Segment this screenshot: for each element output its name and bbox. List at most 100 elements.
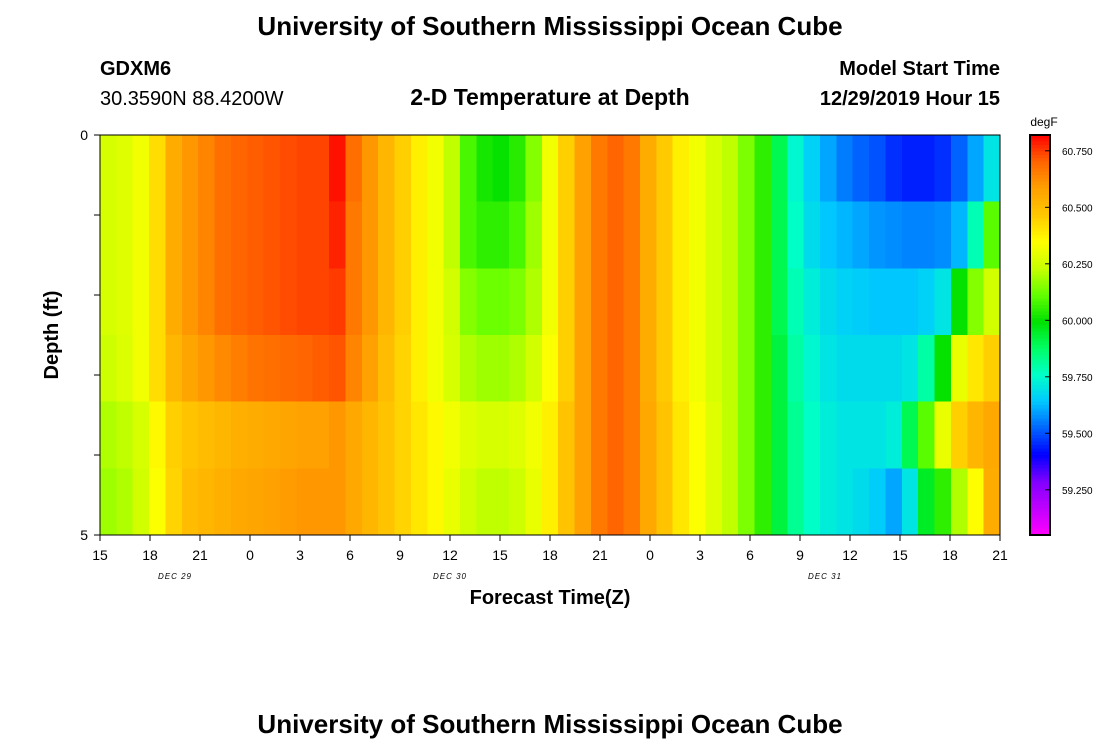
heat-cell [672,268,690,336]
heat-cell [640,135,657,203]
heat-cell [754,135,772,203]
heat-cell [689,135,707,203]
heat-cell [590,468,608,536]
heat-cell [607,335,625,403]
heat-cell [329,135,347,203]
colorbar-swatch [1030,528,1050,533]
x-tick-label: 12 [442,547,458,563]
heat-cell [885,268,903,336]
heat-cell [574,135,592,203]
heat-cell [329,468,347,536]
colorbar-swatch [1030,478,1050,483]
heat-cell [607,201,625,269]
heat-cell [116,335,134,403]
colorbar-swatch [1030,398,1050,403]
colorbar-swatch [1030,308,1050,313]
colorbar-swatch [1030,508,1050,513]
heat-cell [181,401,199,469]
heat-cell [672,201,690,269]
heat-cell [787,468,805,536]
heat-cell [656,335,674,403]
heat-cell [852,335,870,403]
colorbar-swatch [1030,265,1050,269]
heat-cell [132,135,150,203]
colorbar-swatch [1030,305,1050,309]
colorbar-unit: degF [1030,115,1057,129]
colorbar-swatch [1030,391,1050,396]
x-tick-label: 18 [542,547,558,563]
colorbar-swatch [1030,188,1050,193]
heat-cell [492,268,510,336]
heat-cell [230,401,248,469]
colorbar-swatch [1030,455,1050,459]
heat-cell [689,268,707,336]
colorbar-swatch [1030,468,1050,473]
heat-cell [443,468,461,536]
colorbar-swatch [1030,511,1050,516]
x-tick-label: 21 [592,547,608,563]
colorbar-swatch [1030,271,1050,276]
x-tick-label: 0 [646,547,654,563]
heat-cell [296,401,314,469]
colorbar-swatch [1030,318,1050,323]
colorbar-tick-label: 59.500 [1062,429,1093,440]
heat-cell [558,135,576,203]
heat-cell [820,268,837,336]
heat-cell [329,268,347,336]
heat-cell [983,401,1001,469]
heat-cell [263,401,281,469]
heat-cell [443,201,461,269]
heat-cell [280,135,297,203]
heat-cell [460,201,477,269]
heat-cell [132,268,150,336]
heat-cell [100,135,117,203]
colorbar-swatch [1030,438,1050,443]
heat-cell [656,468,674,536]
heat-cell [950,401,968,469]
heat-cell [198,268,216,336]
heat-cell [787,401,805,469]
colorbar-swatch [1030,481,1050,486]
heat-cell [149,468,167,536]
heat-cell [312,201,330,269]
heat-cell [950,468,968,536]
heat-cell [312,468,330,536]
colorbar-swatch [1030,281,1050,286]
colorbar-swatch [1030,165,1050,169]
colorbar-swatch [1030,411,1050,416]
heat-cell [525,401,543,469]
heat-cell [803,335,821,403]
heat-cell [541,468,559,536]
heat-cell [770,335,788,403]
heat-cell [721,268,739,336]
heat-cell [607,401,625,469]
heat-cell [770,201,788,269]
heat-cell [754,268,772,336]
heat-cell [770,468,788,536]
heat-cell [214,335,232,403]
heat-cell [247,135,265,203]
heat-cell [509,201,527,269]
heat-cell [770,268,788,336]
colorbar-swatch [1030,381,1050,386]
heat-cell [983,201,1001,269]
heat-cell [836,201,854,269]
colorbar-swatch [1030,361,1050,366]
heat-cell [541,135,559,203]
colorbar-tick-label: 60.750 [1062,147,1093,158]
heat-cell [361,201,379,269]
colorbar-swatch [1030,301,1050,306]
heat-cell [149,268,167,336]
heat-cell [738,468,756,536]
heat-cell [345,468,363,536]
colorbar-swatch [1030,341,1050,346]
colorbar-swatch [1030,395,1050,399]
chart-subtitle: 2-D Temperature at Depth [410,84,689,110]
heat-cell [378,135,396,203]
colorbar-swatch [1030,488,1050,493]
colorbar-swatch [1030,221,1050,226]
heat-cell [803,201,821,269]
colorbar-swatch [1030,338,1050,343]
heat-cell [214,268,232,336]
colorbar-swatch [1030,531,1050,536]
